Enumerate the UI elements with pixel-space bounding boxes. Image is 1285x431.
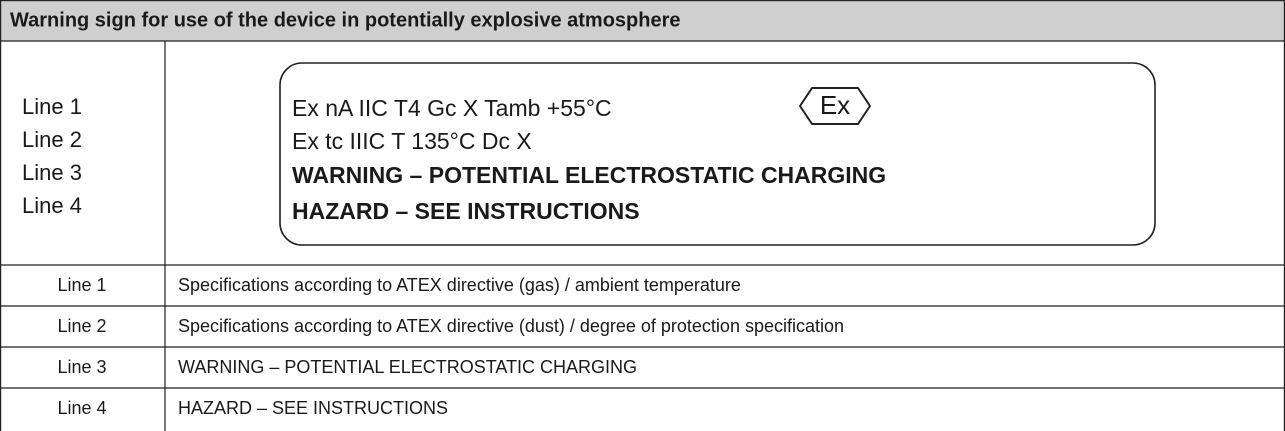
line-label: Line 1 [22,94,82,119]
ex-symbol: Ex [820,90,850,120]
line-label: Line 4 [22,193,82,218]
dynamic: Line 1 Line 2 Line 3 Line 4 Ex nA IIC T4 Gc … [22,94,886,418]
row-text: Specifications according to ATEX directi… [178,316,844,336]
row-label: Line 2 [57,316,106,336]
line-label: Line 3 [22,160,82,185]
sign-line: Ex nA IIC T4 Gc X Tamb +55°C [292,95,612,121]
row-text: HAZARD – SEE INSTRUCTIONS [178,398,448,418]
row-label: Line 4 [57,398,106,418]
row-label: Line 3 [57,357,106,377]
header-bg [0,0,1285,41]
ex-symbol-frame [799,87,871,125]
sign-line: HAZARD – SEE INSTRUCTIONS [292,198,640,224]
row-text: WARNING – POTENTIAL ELECTROSTATIC CHARGI… [178,357,637,377]
sign-line: WARNING – POTENTIAL ELECTROSTATIC CHARGI… [292,162,886,188]
sign-frame [279,62,1156,246]
header-title: Warning sign for use of the device in po… [10,9,681,31]
sign-line: Ex tc IIIC T 135°C Dc X [292,128,532,154]
row-text: Specifications according to ATEX directi… [178,275,741,295]
line-label: Line 2 [22,127,82,152]
row-label: Line 1 [57,275,106,295]
